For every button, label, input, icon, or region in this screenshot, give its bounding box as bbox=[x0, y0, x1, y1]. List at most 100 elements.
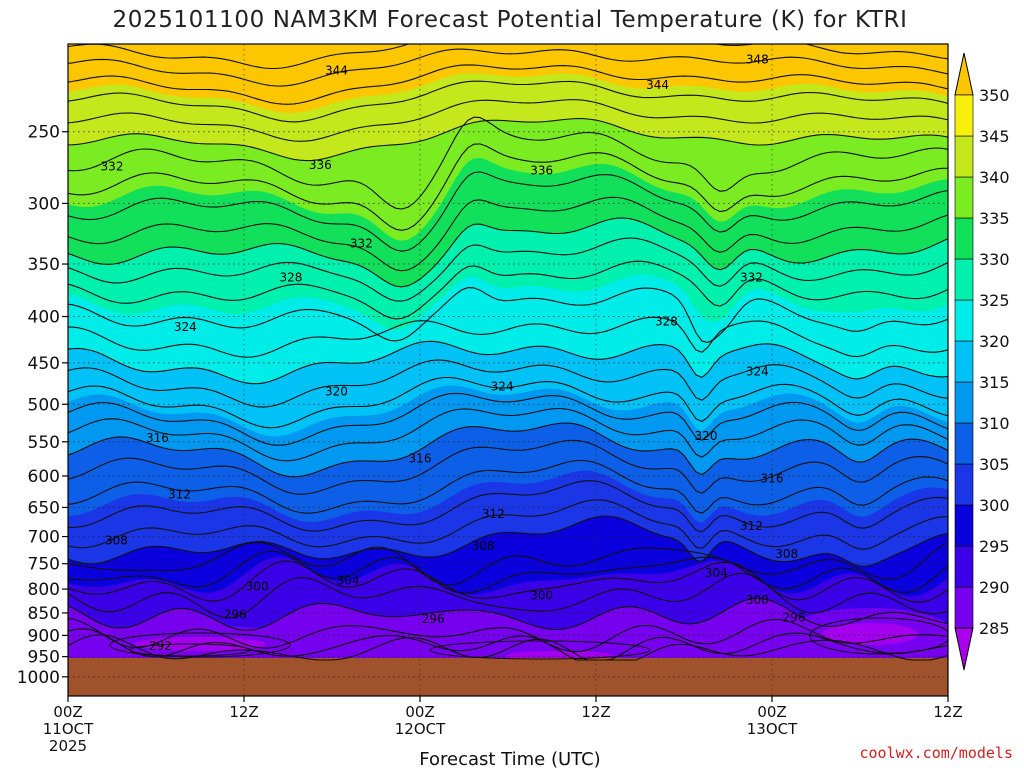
surface-isentrope bbox=[129, 643, 251, 657]
x-axis-title: Forecast Time (UTC) bbox=[419, 749, 600, 768]
contour-label-296: 296 bbox=[224, 607, 247, 621]
contour-label-324: 324 bbox=[491, 380, 514, 394]
isentrope-324 bbox=[68, 287, 948, 343]
contour-label-320: 320 bbox=[325, 384, 348, 398]
isentrope-316 bbox=[68, 376, 948, 429]
contour-label-296: 296 bbox=[422, 612, 445, 626]
isentrope-340 bbox=[68, 118, 948, 162]
x-tick-label: 12Z bbox=[581, 703, 610, 721]
colorbar-label: 340 bbox=[979, 168, 1010, 187]
contour-label-336: 336 bbox=[530, 164, 553, 178]
isentrope-310 bbox=[68, 422, 948, 478]
colorbar-label: 290 bbox=[979, 578, 1010, 597]
x-tick-label: 13OCT bbox=[747, 720, 798, 738]
colorbar: 285 290 295 300 305 310 315 320 325 330 335 340 345 3… bbox=[954, 52, 1010, 671]
colorbar-label: 350 bbox=[979, 86, 1010, 105]
isentrope-348 bbox=[68, 48, 948, 87]
y-tick-label: 400 bbox=[28, 308, 60, 328]
y-tick-label: 850 bbox=[28, 604, 60, 624]
colorbar-label: 305 bbox=[979, 455, 1010, 474]
y-tick-label: 450 bbox=[28, 354, 60, 374]
isentrope-296 bbox=[68, 550, 948, 594]
colorbar-label: 330 bbox=[979, 250, 1010, 269]
x-tick-label: 00Z bbox=[405, 703, 434, 721]
y-tick-label: 300 bbox=[28, 194, 60, 214]
contour-label-328: 328 bbox=[279, 270, 302, 284]
isentrope-288 bbox=[68, 617, 948, 653]
colorbar-top-arrow bbox=[954, 52, 974, 96]
x-tick-label: 00Z bbox=[53, 703, 82, 721]
contour-label-344: 344 bbox=[646, 78, 669, 92]
contour-label-300: 300 bbox=[746, 593, 769, 607]
isentrope-350 bbox=[68, 44, 948, 70]
y-tick-label: 250 bbox=[28, 123, 60, 143]
colorbar-bottom-arrow bbox=[954, 627, 974, 671]
y-tick-label: 650 bbox=[28, 498, 60, 518]
cold-core bbox=[822, 623, 918, 645]
contour-label-324: 324 bbox=[746, 364, 769, 378]
x-tick-label: 12Z bbox=[933, 703, 962, 721]
contour-label-312: 312 bbox=[482, 507, 505, 521]
contour-label-332: 332 bbox=[350, 236, 373, 250]
contour-label-316: 316 bbox=[761, 472, 784, 486]
y-tick-label: 800 bbox=[28, 580, 60, 600]
isentrope-306 bbox=[68, 459, 948, 514]
x-tick-label: 12Z bbox=[229, 703, 258, 721]
y-tick-label: 950 bbox=[28, 648, 60, 668]
pressure-axis: 2503003504004505005506006507007508008509… bbox=[17, 123, 68, 688]
contour-label-312: 312 bbox=[740, 519, 763, 533]
y-tick-label: 350 bbox=[28, 255, 60, 275]
colorbar-label: 345 bbox=[979, 127, 1010, 146]
y-tick-label: 600 bbox=[28, 467, 60, 487]
isentrope-330 bbox=[68, 217, 948, 288]
isentrope-286 bbox=[68, 628, 948, 661]
isentrope-318 bbox=[68, 359, 948, 408]
surface-isentrope bbox=[429, 640, 651, 660]
colorbar-label: 285 bbox=[979, 619, 1010, 638]
contour-label-304: 304 bbox=[705, 566, 728, 580]
contour-label-316: 316 bbox=[409, 452, 432, 466]
colorbar-swatch bbox=[954, 340, 974, 383]
colorbar-label: 335 bbox=[979, 209, 1010, 228]
contour-label-300: 300 bbox=[530, 588, 553, 602]
contour-label-312: 312 bbox=[168, 488, 191, 502]
colorbar-label: 300 bbox=[979, 496, 1010, 515]
isentrope-336 bbox=[68, 143, 948, 231]
colorbar-swatch bbox=[954, 176, 974, 219]
x-tick-label: 11OCT bbox=[43, 720, 94, 738]
colorbar-swatch bbox=[954, 586, 974, 629]
colorbar-label: 295 bbox=[979, 537, 1010, 556]
contour-label-300: 300 bbox=[246, 580, 269, 594]
colorbar-label: 325 bbox=[979, 291, 1010, 310]
y-tick-label: 750 bbox=[28, 555, 60, 575]
plot-frame bbox=[67, 43, 949, 697]
isentrope-334 bbox=[68, 171, 948, 252]
surface-isentrope bbox=[109, 632, 291, 658]
y-tick-label: 1000 bbox=[17, 668, 60, 688]
contour-label-320: 320 bbox=[695, 429, 718, 443]
colorbar-label: 315 bbox=[979, 373, 1010, 392]
isentrope-294 bbox=[68, 560, 948, 603]
colorbar-swatch bbox=[954, 258, 974, 301]
contour-label-292: 292 bbox=[149, 639, 172, 653]
contour-label-308: 308 bbox=[105, 533, 128, 547]
y-tick-label: 700 bbox=[28, 528, 60, 548]
colorbar-label: 320 bbox=[979, 332, 1010, 351]
contour-label-296: 296 bbox=[783, 611, 806, 625]
colorbar-swatch bbox=[954, 135, 974, 178]
surface-isentrope bbox=[809, 617, 948, 655]
contour-label-344: 344 bbox=[325, 64, 348, 78]
x-tick-label: 00Z bbox=[757, 703, 786, 721]
isentrope-312 bbox=[68, 407, 948, 462]
chart-title: 2025101100 NAM3KM Forecast Potential Tem… bbox=[113, 7, 908, 33]
isentrope-342 bbox=[68, 99, 948, 142]
colorbar-swatch bbox=[954, 217, 974, 260]
contour-label-328: 328 bbox=[655, 314, 678, 328]
y-tick-label: 500 bbox=[28, 395, 60, 415]
colorbar-swatch bbox=[954, 381, 974, 424]
colorbar-swatch bbox=[954, 504, 974, 547]
isentrope-290 bbox=[68, 597, 948, 631]
contour-label-332: 332 bbox=[101, 159, 124, 173]
